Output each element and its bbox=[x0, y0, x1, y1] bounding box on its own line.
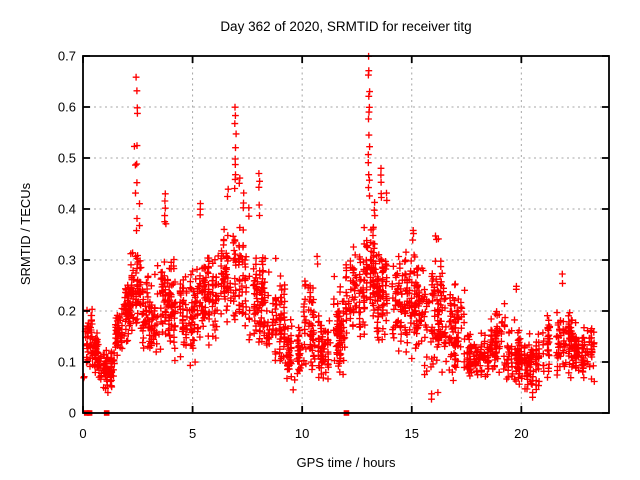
y-tick-label: 0.6 bbox=[58, 100, 76, 115]
x-tick-label: 10 bbox=[295, 426, 309, 441]
x-axis-label: GPS time / hours bbox=[297, 455, 396, 470]
scatter-plus-markers bbox=[80, 52, 598, 403]
y-tick-label: 0.1 bbox=[58, 355, 76, 370]
y-tick-label: 0.7 bbox=[58, 49, 76, 64]
y-tick-label: 0.3 bbox=[58, 253, 76, 268]
y-tick-label: 0.5 bbox=[58, 151, 76, 166]
y-tick-label: 0.4 bbox=[58, 202, 76, 217]
x-tick-label: 5 bbox=[189, 426, 196, 441]
x-tick-label: 15 bbox=[405, 426, 419, 441]
y-tick-label: 0.2 bbox=[58, 304, 76, 319]
tick-labels: 0 0.1 0.2 0.3 0.4 0.5 0.6 0.7 0 5 10 15 20 bbox=[58, 49, 529, 442]
x-tick-label: 20 bbox=[514, 426, 528, 441]
y-axis-label: SRMTID / TECUs bbox=[18, 182, 33, 285]
plot-border bbox=[82, 55, 610, 414]
data-points bbox=[80, 52, 598, 416]
chart-title: Day 362 of 2020, SRMTID for receiver tit… bbox=[220, 19, 471, 34]
x-tick-label: 0 bbox=[79, 426, 86, 441]
y-tick-label: 0 bbox=[69, 406, 76, 421]
